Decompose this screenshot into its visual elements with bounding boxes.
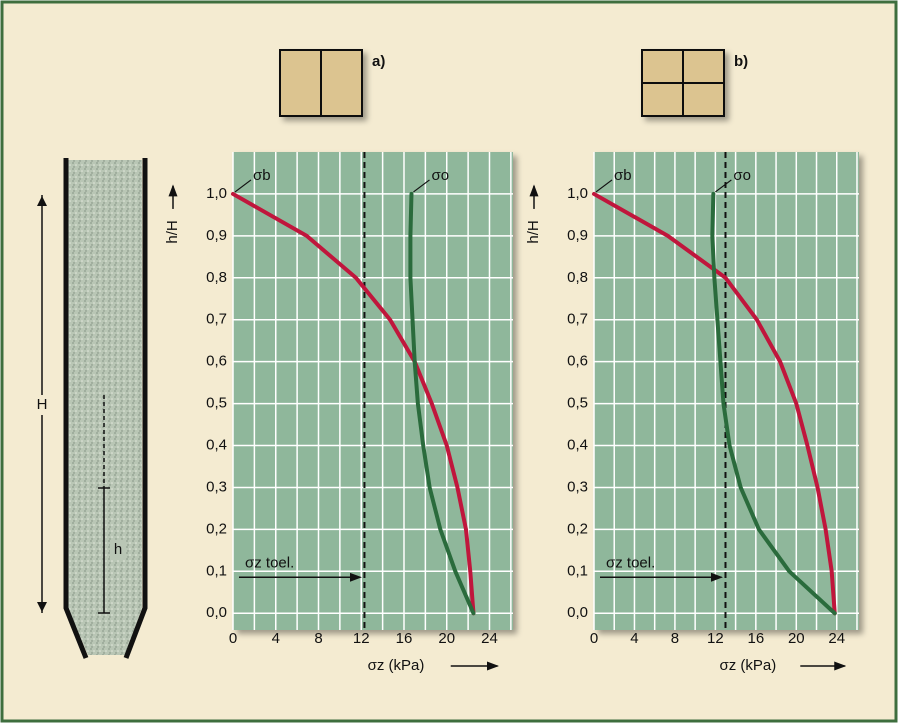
panel-icon-b <box>642 50 724 116</box>
y-tick-label: 0,8 <box>206 269 227 286</box>
y-tick-label: 0,2 <box>567 520 588 537</box>
y-tick-label: 1,0 <box>567 185 588 202</box>
y-tick-label: 0,1 <box>206 562 227 579</box>
x-tick-label: 24 <box>828 630 845 647</box>
panel-icon-a <box>280 50 362 116</box>
y-tick-label: 0,7 <box>206 311 227 328</box>
x-tick-label: 12 <box>353 630 370 647</box>
y-axis-label: h/H <box>525 220 542 243</box>
x-tick-label: 12 <box>707 630 724 647</box>
y-axis-label: h/H <box>164 220 181 243</box>
y-tick-label: 0,6 <box>206 353 227 370</box>
x-tick-label: 8 <box>314 630 322 647</box>
x-tick-label: 24 <box>481 630 498 647</box>
y-tick-label: 0,9 <box>206 227 227 244</box>
y-tick-label: 0,8 <box>567 269 588 286</box>
page: H h a) 0,0 0,1 0,2 0,3 0,4 0,5 0,6 0,7 0,8 0,9 1,0 0… <box>0 0 898 723</box>
x-tick-label: 4 <box>630 630 638 647</box>
x-tick-label: 16 <box>747 630 764 647</box>
x-axis-label: σz (kPa) <box>719 657 776 674</box>
series-label: σo <box>733 167 751 184</box>
x-tick-label: 0 <box>590 630 598 647</box>
x-tick-label: 20 <box>438 630 455 647</box>
panel-label: a) <box>372 53 385 70</box>
y-tick-label: 0,1 <box>567 562 588 579</box>
y-tick-label: 0,5 <box>206 395 227 412</box>
y-tick-label: 0,3 <box>206 478 227 495</box>
y-tick-label: 0,6 <box>567 353 588 370</box>
threshold-label: σz toel. <box>245 554 294 571</box>
x-tick-label: 4 <box>272 630 280 647</box>
x-tick-label: 0 <box>229 630 237 647</box>
x-axis-label: σz (kPa) <box>368 657 425 674</box>
y-tick-label: 0,9 <box>567 227 588 244</box>
height-label: H <box>37 396 48 413</box>
y-tick-label: 0,2 <box>206 520 227 537</box>
y-tick-label: 1,0 <box>206 185 227 202</box>
series-label: σb <box>253 167 271 184</box>
y-tick-label: 0,4 <box>567 436 588 453</box>
series-label: σo <box>431 167 449 184</box>
x-tick-label: 8 <box>671 630 679 647</box>
figure: H h a) 0,0 0,1 0,2 0,3 0,4 0,5 0,6 0,7 0,8 0,9 1,0 0… <box>0 0 898 723</box>
series-label: σb <box>614 167 632 184</box>
x-tick-label: 20 <box>788 630 805 647</box>
y-tick-label: 0,0 <box>567 604 588 621</box>
y-tick-label: 0,5 <box>567 395 588 412</box>
y-tick-label: 0,0 <box>206 604 227 621</box>
y-tick-label: 0,4 <box>206 436 227 453</box>
threshold-label: σz toel. <box>606 554 655 571</box>
level-label: h <box>114 541 122 558</box>
x-tick-label: 16 <box>396 630 413 647</box>
y-tick-label: 0,7 <box>567 311 588 328</box>
y-tick-label: 0,3 <box>567 478 588 495</box>
panel-label: b) <box>734 53 748 70</box>
